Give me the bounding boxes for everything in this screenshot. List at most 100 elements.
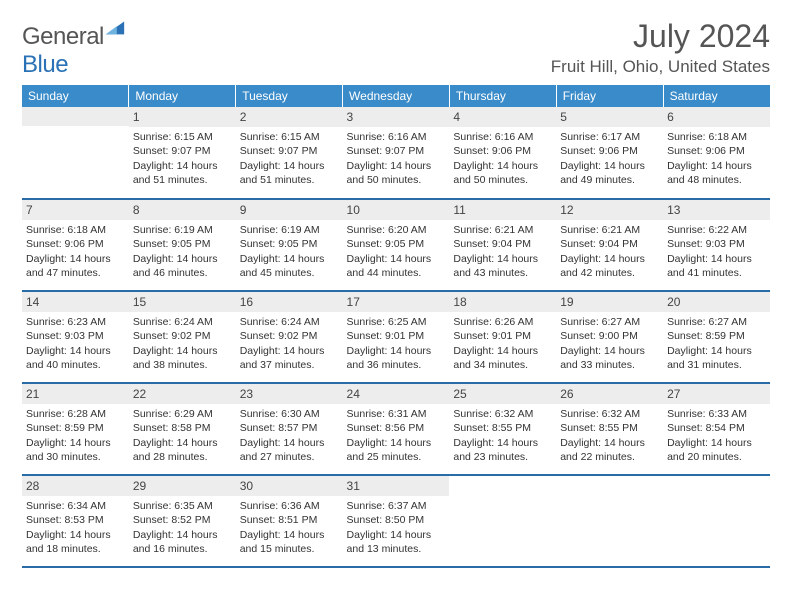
day-number: 10 — [343, 200, 450, 220]
day-details: Sunrise: 6:23 AMSunset: 9:03 PMDaylight:… — [22, 312, 129, 374]
sunset-line: Sunset: 9:06 PM — [26, 237, 125, 251]
day-details: Sunrise: 6:22 AMSunset: 9:03 PMDaylight:… — [663, 220, 770, 282]
weekday-header: Saturday — [663, 85, 770, 107]
daylight-line: Daylight: 14 hours and 36 minutes. — [347, 344, 446, 372]
brand-word2: Blue — [22, 51, 68, 78]
sunset-line: Sunset: 9:07 PM — [347, 144, 446, 158]
day-number: 26 — [556, 384, 663, 404]
daylight-line: Daylight: 14 hours and 50 minutes. — [453, 159, 552, 187]
day-number: 16 — [236, 292, 343, 312]
day-number: 18 — [449, 292, 556, 312]
sunset-line: Sunset: 9:06 PM — [560, 144, 659, 158]
daylight-line: Daylight: 14 hours and 20 minutes. — [667, 436, 766, 464]
sunrise-line: Sunrise: 6:16 AM — [453, 130, 552, 144]
sunset-line: Sunset: 9:02 PM — [240, 329, 339, 343]
day-details: Sunrise: 6:32 AMSunset: 8:55 PMDaylight:… — [556, 404, 663, 466]
calendar-cell: 26Sunrise: 6:32 AMSunset: 8:55 PMDayligh… — [556, 383, 663, 475]
day-number: 15 — [129, 292, 236, 312]
daylight-line: Daylight: 14 hours and 43 minutes. — [453, 252, 552, 280]
calendar-head: SundayMondayTuesdayWednesdayThursdayFrid… — [22, 85, 770, 107]
calendar-cell: 1Sunrise: 6:15 AMSunset: 9:07 PMDaylight… — [129, 107, 236, 199]
calendar-cell: 28Sunrise: 6:34 AMSunset: 8:53 PMDayligh… — [22, 475, 129, 567]
sunrise-line: Sunrise: 6:37 AM — [347, 499, 446, 513]
day-number: 12 — [556, 200, 663, 220]
sunrise-line: Sunrise: 6:19 AM — [133, 223, 232, 237]
calendar-cell: 20Sunrise: 6:27 AMSunset: 8:59 PMDayligh… — [663, 291, 770, 383]
weekday-header: Tuesday — [236, 85, 343, 107]
calendar-row: 1Sunrise: 6:15 AMSunset: 9:07 PMDaylight… — [22, 107, 770, 199]
header: General Blue July 2024 Fruit Hill, Ohio,… — [22, 18, 770, 79]
daylight-line: Daylight: 14 hours and 51 minutes. — [240, 159, 339, 187]
day-details: Sunrise: 6:35 AMSunset: 8:52 PMDaylight:… — [129, 496, 236, 558]
day-details: Sunrise: 6:19 AMSunset: 9:05 PMDaylight:… — [236, 220, 343, 282]
sunrise-line: Sunrise: 6:28 AM — [26, 407, 125, 421]
sunset-line: Sunset: 9:05 PM — [133, 237, 232, 251]
calendar-cell — [449, 475, 556, 567]
sunset-line: Sunset: 9:03 PM — [667, 237, 766, 251]
sunset-line: Sunset: 8:58 PM — [133, 421, 232, 435]
calendar-row: 28Sunrise: 6:34 AMSunset: 8:53 PMDayligh… — [22, 475, 770, 567]
day-number: 29 — [129, 476, 236, 496]
sunset-line: Sunset: 9:05 PM — [240, 237, 339, 251]
sunrise-line: Sunrise: 6:35 AM — [133, 499, 232, 513]
day-number: 27 — [663, 384, 770, 404]
daylight-line: Daylight: 14 hours and 15 minutes. — [240, 528, 339, 556]
daylight-line: Daylight: 14 hours and 40 minutes. — [26, 344, 125, 372]
day-number: 7 — [22, 200, 129, 220]
day-details: Sunrise: 6:27 AMSunset: 8:59 PMDaylight:… — [663, 312, 770, 374]
day-number: 28 — [22, 476, 129, 496]
daylight-line: Daylight: 14 hours and 41 minutes. — [667, 252, 766, 280]
day-details: Sunrise: 6:15 AMSunset: 9:07 PMDaylight:… — [236, 127, 343, 189]
day-details: Sunrise: 6:16 AMSunset: 9:06 PMDaylight:… — [449, 127, 556, 189]
day-number: 1 — [129, 107, 236, 127]
daylight-line: Daylight: 14 hours and 28 minutes. — [133, 436, 232, 464]
daylight-line: Daylight: 14 hours and 47 minutes. — [26, 252, 125, 280]
calendar-cell: 15Sunrise: 6:24 AMSunset: 9:02 PMDayligh… — [129, 291, 236, 383]
calendar-cell: 12Sunrise: 6:21 AMSunset: 9:04 PMDayligh… — [556, 199, 663, 291]
day-details: Sunrise: 6:36 AMSunset: 8:51 PMDaylight:… — [236, 496, 343, 558]
day-details: Sunrise: 6:37 AMSunset: 8:50 PMDaylight:… — [343, 496, 450, 558]
day-number: 24 — [343, 384, 450, 404]
calendar-cell: 19Sunrise: 6:27 AMSunset: 9:00 PMDayligh… — [556, 291, 663, 383]
sunrise-line: Sunrise: 6:31 AM — [347, 407, 446, 421]
daylight-line: Daylight: 14 hours and 44 minutes. — [347, 252, 446, 280]
sunrise-line: Sunrise: 6:21 AM — [560, 223, 659, 237]
brand-text: General Blue — [22, 22, 126, 79]
day-details: Sunrise: 6:21 AMSunset: 9:04 PMDaylight:… — [449, 220, 556, 282]
weekday-header: Friday — [556, 85, 663, 107]
calendar-cell: 30Sunrise: 6:36 AMSunset: 8:51 PMDayligh… — [236, 475, 343, 567]
daylight-line: Daylight: 14 hours and 13 minutes. — [347, 528, 446, 556]
day-details: Sunrise: 6:16 AMSunset: 9:07 PMDaylight:… — [343, 127, 450, 189]
sunrise-line: Sunrise: 6:23 AM — [26, 315, 125, 329]
day-details: Sunrise: 6:33 AMSunset: 8:54 PMDaylight:… — [663, 404, 770, 466]
daylight-line: Daylight: 14 hours and 27 minutes. — [240, 436, 339, 464]
sunrise-line: Sunrise: 6:34 AM — [26, 499, 125, 513]
calendar-row: 21Sunrise: 6:28 AMSunset: 8:59 PMDayligh… — [22, 383, 770, 475]
day-details: Sunrise: 6:28 AMSunset: 8:59 PMDaylight:… — [22, 404, 129, 466]
sunset-line: Sunset: 9:02 PM — [133, 329, 232, 343]
calendar-cell: 6Sunrise: 6:18 AMSunset: 9:06 PMDaylight… — [663, 107, 770, 199]
day-details: Sunrise: 6:20 AMSunset: 9:05 PMDaylight:… — [343, 220, 450, 282]
sunset-line: Sunset: 8:55 PM — [560, 421, 659, 435]
sunrise-line: Sunrise: 6:24 AM — [133, 315, 232, 329]
calendar-cell: 21Sunrise: 6:28 AMSunset: 8:59 PMDayligh… — [22, 383, 129, 475]
sunrise-line: Sunrise: 6:32 AM — [453, 407, 552, 421]
daylight-line: Daylight: 14 hours and 42 minutes. — [560, 252, 659, 280]
sunrise-line: Sunrise: 6:24 AM — [240, 315, 339, 329]
daylight-line: Daylight: 14 hours and 37 minutes. — [240, 344, 339, 372]
location-subtitle: Fruit Hill, Ohio, United States — [551, 57, 770, 77]
sunrise-line: Sunrise: 6:19 AM — [240, 223, 339, 237]
daylight-line: Daylight: 14 hours and 45 minutes. — [240, 252, 339, 280]
day-details: Sunrise: 6:24 AMSunset: 9:02 PMDaylight:… — [236, 312, 343, 374]
weekday-header: Sunday — [22, 85, 129, 107]
calendar-row: 14Sunrise: 6:23 AMSunset: 9:03 PMDayligh… — [22, 291, 770, 383]
day-number: 9 — [236, 200, 343, 220]
day-details: Sunrise: 6:25 AMSunset: 9:01 PMDaylight:… — [343, 312, 450, 374]
daylight-line: Daylight: 14 hours and 23 minutes. — [453, 436, 552, 464]
sunrise-line: Sunrise: 6:21 AM — [453, 223, 552, 237]
sunset-line: Sunset: 8:52 PM — [133, 513, 232, 527]
calendar-cell: 10Sunrise: 6:20 AMSunset: 9:05 PMDayligh… — [343, 199, 450, 291]
sunset-line: Sunset: 9:06 PM — [667, 144, 766, 158]
day-number: 20 — [663, 292, 770, 312]
day-number: 31 — [343, 476, 450, 496]
